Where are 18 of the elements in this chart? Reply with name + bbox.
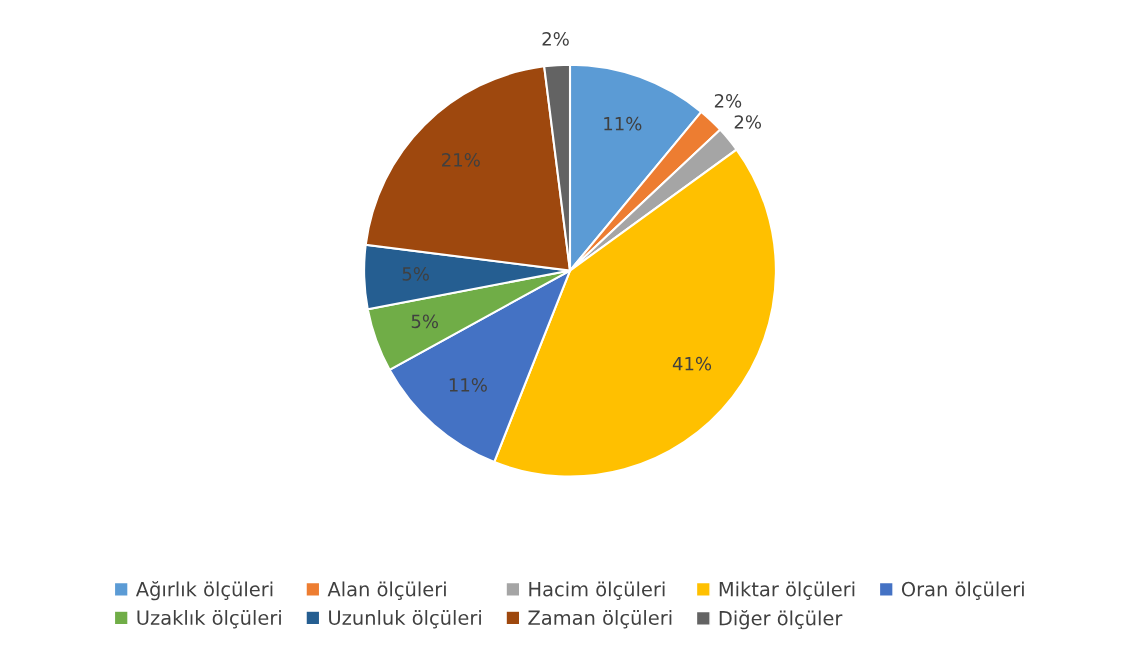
- data-label: 11%: [604, 116, 642, 131]
- legend-label: Hacim ölçüleri: [529, 581, 665, 600]
- data-label: 5%: [411, 314, 439, 329]
- data-label: 5%: [402, 267, 429, 281]
- data-label: 2%: [734, 115, 762, 129]
- data-label: 2%: [542, 32, 569, 46]
- data-label: 11%: [449, 378, 487, 392]
- data-label: 41%: [672, 356, 712, 371]
- data-label: 21%: [442, 152, 480, 167]
- legend-label: Diğer ölçüler: [719, 609, 843, 630]
- legend-label: Oran ölçüleri: [901, 581, 1024, 600]
- legend-label: Uzaklık ölçüleri: [137, 609, 281, 629]
- legend-label: Zaman ölçüleri: [528, 609, 672, 629]
- legend-label: Uzunluk ölçüleri: [329, 609, 481, 629]
- legend-label: Miktar ölçüleri: [719, 581, 855, 600]
- legend-label: Ağırlık ölçüleri: [135, 580, 273, 601]
- legend-label: Alan ölçüleri: [327, 581, 446, 600]
- data-label: 2%: [714, 94, 742, 108]
